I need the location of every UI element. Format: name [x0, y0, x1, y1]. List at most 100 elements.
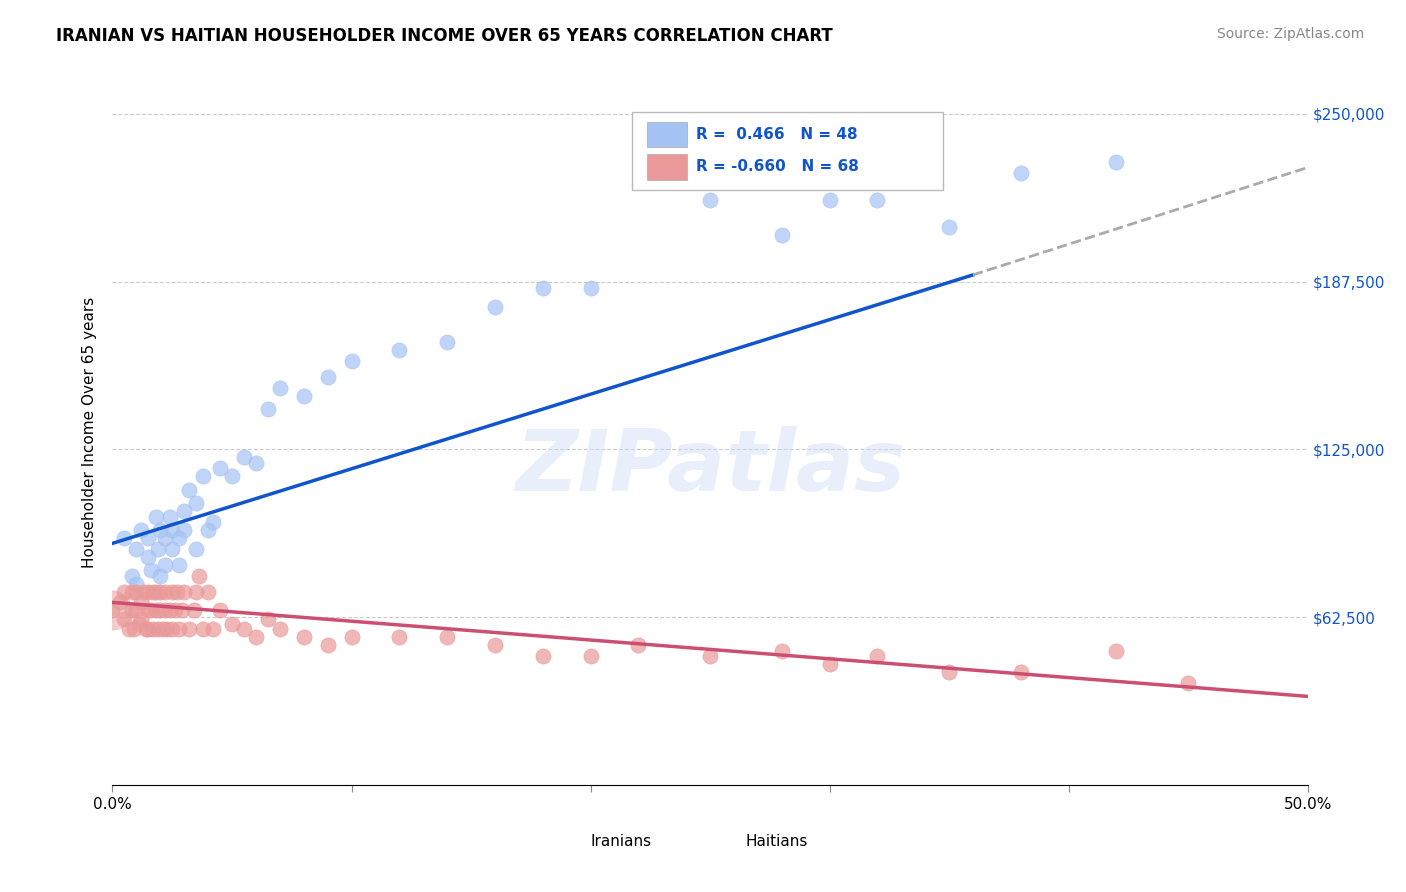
Point — [209, 461, 232, 475]
Point — [142, 622, 165, 636]
Point — [149, 603, 172, 617]
Point — [221, 469, 243, 483]
Point — [257, 402, 280, 417]
Point — [149, 568, 172, 582]
Point — [125, 541, 148, 556]
Point — [153, 531, 176, 545]
Point — [770, 644, 793, 658]
Point — [388, 630, 411, 644]
FancyBboxPatch shape — [647, 154, 688, 179]
Point — [121, 584, 143, 599]
Text: IRANIAN VS HAITIAN HOUSEHOLDER INCOME OVER 65 YEARS CORRELATION CHART: IRANIAN VS HAITIAN HOUSEHOLDER INCOME OV… — [56, 27, 832, 45]
Point — [173, 584, 195, 599]
Point — [316, 370, 339, 384]
Point — [245, 456, 267, 470]
Point — [135, 622, 157, 636]
Point — [484, 639, 506, 653]
Point — [186, 584, 208, 599]
Point — [866, 193, 889, 207]
Point — [340, 353, 363, 368]
Point — [169, 622, 191, 636]
Point — [186, 496, 208, 510]
Point — [269, 622, 291, 636]
Point — [145, 509, 167, 524]
Point — [173, 504, 195, 518]
Point — [121, 568, 143, 582]
Point — [484, 300, 506, 314]
Point — [162, 541, 183, 556]
Point — [579, 649, 602, 664]
Point — [156, 622, 179, 636]
Point — [129, 611, 152, 625]
Point — [173, 523, 195, 537]
Point — [153, 558, 176, 572]
Point — [209, 603, 232, 617]
Point — [101, 603, 124, 617]
Point — [257, 611, 280, 625]
FancyBboxPatch shape — [647, 122, 688, 147]
Point — [146, 622, 169, 636]
Point — [1105, 644, 1128, 658]
Point — [162, 622, 183, 636]
Point — [177, 483, 200, 497]
Point — [108, 595, 131, 609]
FancyBboxPatch shape — [633, 112, 943, 189]
Point — [531, 649, 554, 664]
Point — [129, 523, 152, 537]
Point — [269, 381, 291, 395]
Point — [138, 584, 160, 599]
Point — [201, 622, 224, 636]
Point — [292, 389, 315, 403]
Point — [152, 622, 174, 636]
Point — [579, 281, 602, 295]
Point — [121, 603, 143, 617]
Text: R = -0.660   N = 68: R = -0.660 N = 68 — [696, 160, 859, 175]
Point — [177, 622, 200, 636]
Point — [163, 603, 186, 617]
Point — [436, 334, 458, 349]
Y-axis label: Householder Income Over 65 years: Householder Income Over 65 years — [82, 297, 97, 568]
Point — [139, 603, 162, 617]
Point — [128, 616, 150, 631]
Point — [114, 531, 135, 545]
Point — [197, 523, 219, 537]
FancyBboxPatch shape — [706, 830, 744, 853]
Point — [166, 584, 188, 599]
Point — [245, 630, 267, 644]
Point — [233, 450, 256, 465]
Point — [153, 584, 176, 599]
Point — [138, 622, 160, 636]
Point — [699, 649, 721, 664]
Point — [340, 630, 363, 644]
Point — [938, 219, 960, 234]
Point — [818, 657, 841, 672]
Point — [159, 603, 181, 617]
Point — [138, 531, 160, 545]
Point — [149, 584, 172, 599]
Point — [233, 622, 256, 636]
Point — [221, 616, 243, 631]
Text: Haitians: Haitians — [747, 834, 808, 849]
Point — [129, 595, 152, 609]
Point — [938, 665, 960, 680]
Point — [197, 584, 219, 599]
Point — [186, 541, 208, 556]
Point — [132, 584, 155, 599]
Point — [193, 469, 215, 483]
Text: Source: ZipAtlas.com: Source: ZipAtlas.com — [1216, 27, 1364, 41]
Point — [1010, 665, 1032, 680]
Point — [169, 558, 191, 572]
Point — [162, 523, 183, 537]
Point — [627, 639, 650, 653]
Point — [818, 193, 841, 207]
Point — [169, 531, 191, 545]
Text: R =  0.466   N = 48: R = 0.466 N = 48 — [696, 127, 858, 142]
Point — [125, 603, 148, 617]
Point — [170, 603, 193, 617]
Point — [1177, 676, 1199, 690]
Point — [183, 603, 205, 617]
Point — [138, 603, 160, 617]
Point — [201, 515, 224, 529]
Point — [316, 639, 339, 653]
Point — [153, 603, 176, 617]
